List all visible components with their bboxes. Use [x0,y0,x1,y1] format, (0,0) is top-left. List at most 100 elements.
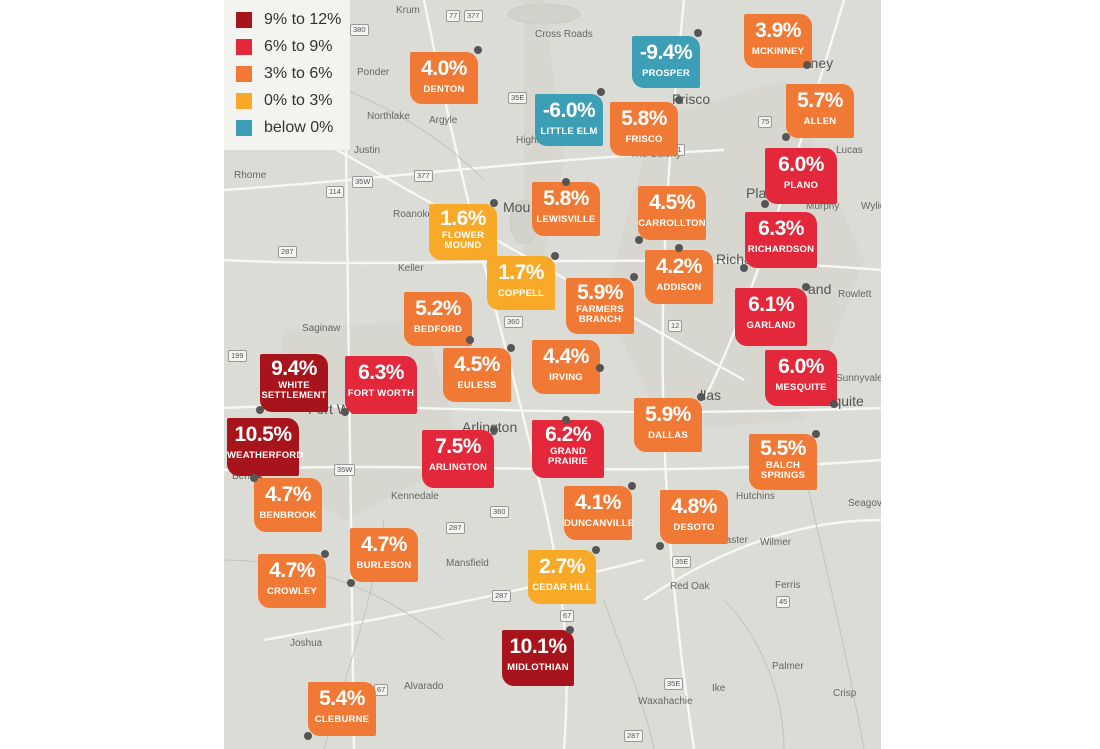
location-pin [802,283,810,291]
highway-shield: 35E [664,678,684,690]
city-marker[interactable]: 1.6% FLOWER MOUND [429,204,497,260]
city-marker[interactable]: 7.5% ARLINGTON [422,430,494,488]
city-marker[interactable]: 5.8% FRISCO [610,102,678,156]
city-percent: 5.5% [760,437,806,460]
city-marker[interactable]: 5.7% ALLEN [786,84,854,138]
highway-shield: 35W [352,176,374,188]
location-pin [551,252,559,260]
city-marker[interactable]: 6.1% GARLAND [735,288,807,346]
city-marker[interactable]: 5.9% DALLAS [634,398,702,452]
city-marker[interactable]: 5.9% FARMERS BRANCH [566,278,634,334]
place-label: Ferris [775,580,801,591]
city-marker[interactable]: 5.4% CLEBURNE [308,682,376,736]
location-pin [761,200,769,208]
city-marker[interactable]: 4.2% ADDISON [645,250,713,304]
city-name: CROWLEY [267,586,317,597]
highway-shield: 45 [776,596,791,608]
place-label: Rhome [234,170,267,181]
city-marker[interactable]: -9.4% PROSPER [632,36,700,88]
city-marker[interactable]: -6.0% LITTLE ELM [535,94,603,146]
map-canvas[interactable]: Krum Cross Roads Ponder Northlake Argyle Just… [224,0,881,749]
city-name: WHITE [278,380,310,391]
place-label: Murphy [806,201,840,212]
city-name: CLEBURNE [314,714,370,725]
city-marker[interactable]: 5.8% LEWISVILLE [532,182,600,236]
city-name: PRAIRIE [548,456,588,467]
city-name: FLOWER [441,230,485,241]
city-name: RICHARDSON [747,244,815,255]
location-pin [740,264,748,272]
city-name: ADDISON [656,282,702,293]
city-marker[interactable]: 5.2% BEDFORD [404,292,472,346]
legend-swatch [236,92,252,109]
city-marker[interactable]: 3.9% MCKINNEY [744,14,812,68]
location-pin [490,426,498,434]
place-label: Richa [716,251,752,267]
location-pin [347,579,355,587]
place-label: Waxahachie [638,696,693,707]
place-label: Ben [232,471,250,482]
location-pin [596,364,604,372]
city-percent: 5.8% [621,107,667,130]
location-pin [675,96,683,104]
city-name: GRAND [550,446,586,457]
city-percent: 9.4% [271,357,317,380]
city-marker[interactable]: 4.4% IRVING [532,340,600,394]
location-pin [597,88,605,96]
location-pin [628,482,636,490]
place-label: Mou [503,199,531,215]
legend-swatch [236,119,252,136]
place-label: llas [700,387,722,403]
city-percent: 5.2% [415,297,461,320]
location-pin [341,408,349,416]
legend-item: 9% to 12% [224,6,350,33]
city-name: SPRINGS [760,470,806,481]
place-label: Crisp [833,688,857,699]
highway-shield: 360 [490,506,509,518]
place-label: Northlake [367,111,410,122]
city-marker[interactable]: 4.5% CARROLLTON [638,186,706,240]
city-marker[interactable]: 6.3% RICHARDSON [745,212,817,268]
location-pin [566,626,574,634]
highway-shield: 67 [374,684,389,696]
city-name: MOUND [444,240,482,251]
city-name: DESOTO [673,522,715,533]
city-marker[interactable]: 6.0% PLANO [765,148,837,204]
city-marker[interactable]: 9.4% WHITE SETTLEMENT [260,354,328,412]
city-marker[interactable]: 6.3% FORT WORTH [345,356,417,414]
city-marker[interactable]: 4.1% DUNCANVILLE [564,486,634,540]
location-pin [803,61,811,69]
city-marker[interactable]: 4.7% BENBROOK [254,478,322,532]
city-marker[interactable]: 6.2% GRAND PRAIRIE [532,420,604,478]
city-marker[interactable]: 4.7% BURLESON [350,528,418,582]
city-marker[interactable]: 2.7% CEDAR HILL [528,550,596,604]
location-pin [250,474,258,482]
location-pin [321,550,329,558]
city-percent: 5.9% [645,403,691,426]
highway-shield: 287 [624,730,643,742]
city-marker[interactable]: 6.0% MESQUITE [765,350,837,406]
highway-shield: 199 [228,350,247,362]
location-pin [466,336,474,344]
city-name: SETTLEMENT [261,390,327,401]
city-name: LITTLE ELM [540,126,598,137]
city-name: WEATHERFORD [227,450,304,461]
city-marker[interactable]: 4.8% DESOTO [660,490,728,544]
city-percent: 5.8% [543,187,589,210]
city-marker[interactable]: 4.0% DENTON [410,52,478,104]
city-marker[interactable]: 10.1% MIDLOTHIAN [502,630,574,686]
place-label: and [808,281,832,297]
highway-shield: 380 [350,24,369,36]
city-name: BEDFORD [413,324,463,335]
city-marker[interactable]: 10.5% WEATHERFORD [227,418,304,476]
city-percent: 4.7% [269,559,315,582]
city-marker[interactable]: 4.7% CROWLEY [258,554,326,608]
place-label: Wylie [861,201,881,212]
location-pin [830,400,838,408]
city-name: BURLESON [356,560,412,571]
city-marker[interactable]: 4.5% EULESS [443,348,511,402]
city-marker[interactable]: 1.7% COPPELL [487,256,555,310]
place-label: Krum [396,5,420,16]
city-marker[interactable]: 5.5% BALCH SPRINGS [749,434,817,490]
city-name: LEWISVILLE [536,214,596,225]
